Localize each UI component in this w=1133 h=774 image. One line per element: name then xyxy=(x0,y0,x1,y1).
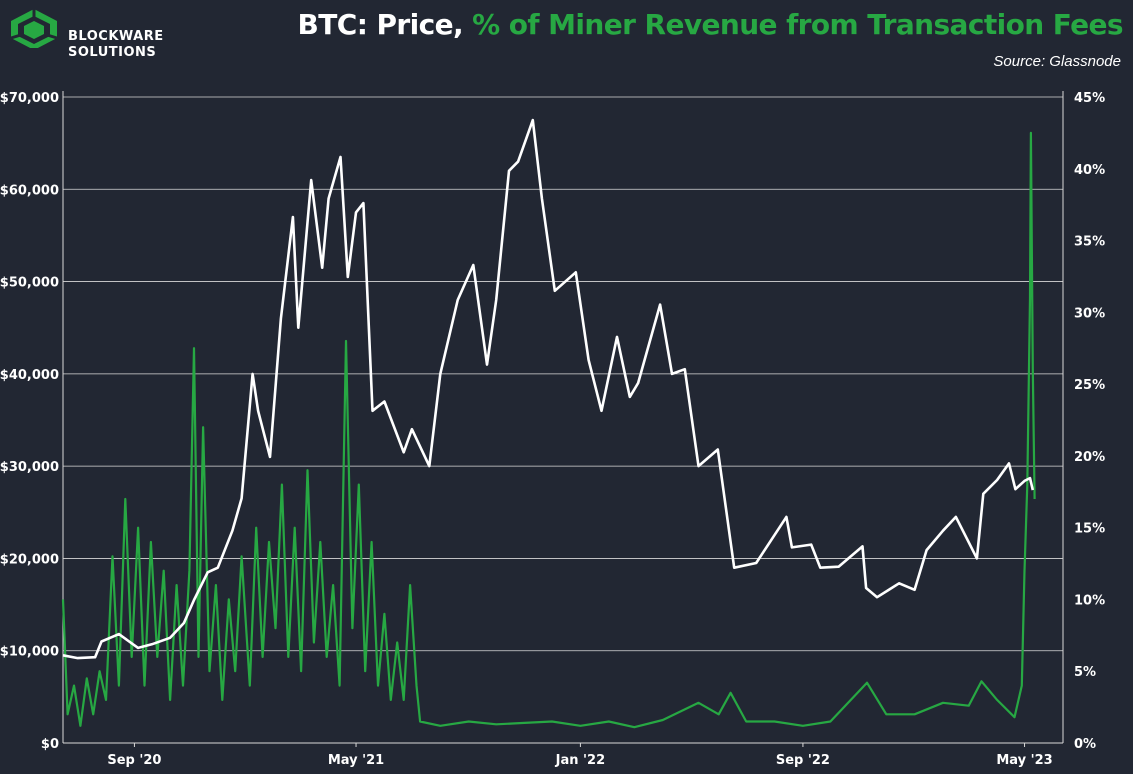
x-tick-label: Sep '20 xyxy=(107,753,161,768)
chart-title-part2: % of Miner Revenue from Transaction Fees xyxy=(472,8,1123,41)
btc-price-line xyxy=(62,118,1035,660)
x-tick-label: Jan '22 xyxy=(555,753,605,768)
chart-title-part1: BTC: Price, xyxy=(297,8,464,41)
y-left-tick-label: $40,000 xyxy=(0,368,59,383)
brand-name-line1: BLOCKWARE xyxy=(68,29,164,44)
y-right-tick-label: 40% xyxy=(1074,163,1105,178)
y-left-tick-label: $60,000 xyxy=(0,183,59,198)
y-left-tick-label: $20,000 xyxy=(0,552,59,567)
chart-title: BTC: Price, % of Miner Revenue from Tran… xyxy=(297,8,1124,41)
y-left-tick-label: $0 xyxy=(41,737,59,752)
y-left-tick-label: $30,000 xyxy=(0,460,59,475)
brand-name-line2: SOLUTIONS xyxy=(68,45,157,60)
y-right-tick-label: 20% xyxy=(1074,450,1105,465)
y-left-tick-label: $70,000 xyxy=(0,91,59,106)
series-lines xyxy=(61,118,1036,729)
blockware-hex-logo-icon xyxy=(10,9,58,48)
grid-lines xyxy=(63,96,1063,652)
fee-share-line xyxy=(61,131,1036,729)
tick-labels: $0 $10,000 $20,000 $30,000 $40,000 $50,000 $60… xyxy=(0,91,1105,768)
y-right-tick-label: 25% xyxy=(1074,378,1105,393)
y-right-tick-label: 35% xyxy=(1074,235,1105,250)
y-left-tick-label: $10,000 xyxy=(0,645,59,660)
y-right-tick-label: 30% xyxy=(1074,306,1105,321)
x-tick-label: May '23 xyxy=(996,753,1052,768)
y-left-tick-label: $50,000 xyxy=(0,276,59,291)
y-right-tick-label: 0% xyxy=(1074,737,1096,752)
y-right-tick-label: 5% xyxy=(1074,665,1096,680)
y-right-tick-label: 15% xyxy=(1074,522,1105,537)
axes xyxy=(62,91,1064,747)
y-right-tick-label: 45% xyxy=(1074,91,1105,106)
y-right-tick-label: 10% xyxy=(1074,593,1105,608)
source-note: Source: Glassnode xyxy=(993,53,1121,70)
x-tick-label: Sep '22 xyxy=(776,753,830,768)
brand-logo: BLOCKWARE SOLUTIONS xyxy=(6,8,163,60)
x-tick-label: May '21 xyxy=(328,753,384,768)
